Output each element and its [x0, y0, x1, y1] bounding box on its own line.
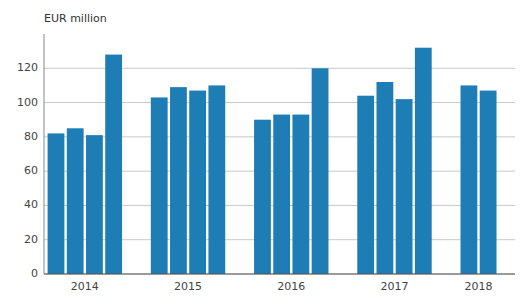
bar [292, 115, 309, 274]
bar [67, 128, 84, 274]
bar [86, 135, 103, 274]
bar [105, 55, 122, 274]
bar [273, 115, 290, 274]
bar [357, 96, 374, 274]
y-tick-label: 120 [17, 61, 38, 74]
bar [376, 82, 393, 274]
bar [415, 48, 432, 274]
y-tick-label: 100 [17, 96, 38, 109]
bar [480, 91, 497, 274]
bar [396, 99, 413, 274]
chart-svg: 0 20 40 60 80 100 120 2014 2015 2016 2017 2018 EUR m… [0, 0, 529, 302]
x-tick-label: 2017 [380, 280, 408, 293]
y-tick-label: 20 [24, 233, 38, 246]
bar [189, 91, 206, 274]
bar [208, 85, 225, 274]
bar [170, 87, 187, 274]
y-tick-label: 80 [24, 130, 38, 143]
y-axis-line [44, 34, 45, 274]
x-tick-label: 2018 [465, 280, 493, 293]
bars [48, 48, 497, 274]
bar [48, 133, 65, 274]
x-tick-label: 2015 [174, 280, 202, 293]
bar [151, 97, 168, 274]
y-axis-label: EUR million [44, 12, 107, 25]
x-tick-label: 2014 [71, 280, 99, 293]
bar [461, 85, 478, 274]
x-tick-label: 2016 [277, 280, 305, 293]
y-tick-label: 40 [24, 198, 38, 211]
y-tick-label: 60 [24, 164, 38, 177]
x-axis-line [44, 274, 515, 275]
chart-container: 0 20 40 60 80 100 120 2014 2015 2016 2017 2018 EUR m… [0, 0, 529, 302]
bar [254, 120, 271, 274]
y-tick-label: 0 [31, 267, 38, 280]
bar [312, 68, 329, 274]
grid-line [44, 274, 515, 275]
